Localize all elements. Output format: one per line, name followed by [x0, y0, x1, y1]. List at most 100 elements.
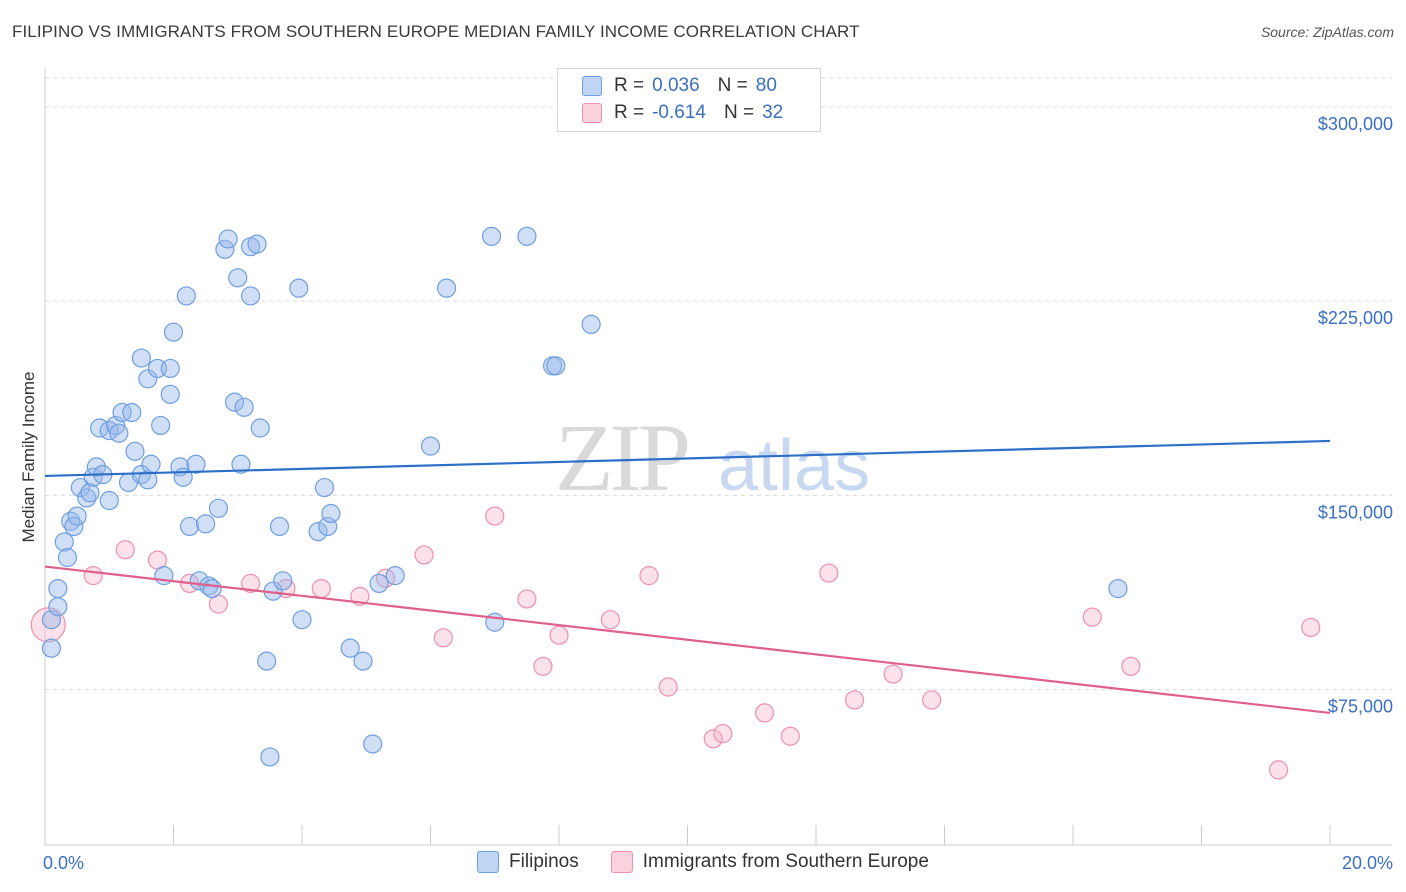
- point-immigrants: [1082, 607, 1102, 627]
- point-immigrants: [485, 506, 505, 526]
- series-filipinos-points: [41, 226, 1128, 767]
- y-tick-label: $300,000: [1318, 114, 1393, 134]
- point-filipinos: [160, 358, 180, 379]
- n-value: 80: [755, 75, 777, 96]
- point-filipinos: [131, 348, 151, 368]
- point-filipinos: [436, 278, 457, 298]
- n-value: 32: [762, 102, 784, 123]
- point-immigrants: [703, 729, 723, 749]
- point-immigrants: [844, 690, 865, 710]
- point-filipinos: [138, 470, 158, 490]
- point-immigrants: [1268, 760, 1289, 780]
- point-filipinos: [160, 384, 180, 404]
- point-immigrants: [533, 656, 553, 676]
- series-immigrants-points: [30, 506, 1321, 780]
- point-filipinos: [57, 547, 78, 568]
- point-filipinos: [163, 322, 184, 342]
- point-filipinos: [228, 268, 248, 288]
- point-filipinos: [314, 477, 335, 498]
- point-immigrants: [83, 566, 103, 586]
- point-filipinos: [289, 278, 309, 298]
- point-filipinos: [99, 490, 119, 511]
- point-filipinos: [186, 454, 206, 474]
- point-filipinos: [70, 477, 90, 498]
- n-label: N =: [723, 102, 755, 123]
- point-immigrants: [241, 573, 261, 594]
- legend-swatch-blue: [582, 76, 602, 96]
- point-filipinos: [581, 314, 601, 335]
- point-immigrants: [549, 625, 569, 645]
- point-filipinos: [64, 516, 84, 537]
- point-filipinos: [67, 506, 87, 526]
- point-filipinos: [241, 286, 261, 306]
- point-immigrants: [1121, 656, 1141, 676]
- point-filipinos: [340, 638, 360, 658]
- point-filipinos: [48, 597, 68, 617]
- point-filipinos: [61, 511, 81, 531]
- r-value: 0.036: [652, 75, 700, 96]
- point-filipinos: [77, 488, 97, 508]
- legend-row-immigrants: R = -0.614 N = 32: [582, 100, 783, 126]
- point-filipinos: [208, 498, 229, 518]
- grid-lines: [45, 77, 1392, 691]
- point-filipinos: [224, 392, 245, 412]
- watermark-zip: ZIP: [555, 404, 688, 511]
- point-immigrants: [517, 589, 537, 609]
- point-filipinos: [260, 747, 280, 767]
- point-filipinos: [546, 356, 566, 376]
- point-filipinos: [151, 415, 171, 436]
- point-filipinos: [273, 571, 293, 591]
- legend-item-filipinos: Filipinos: [477, 851, 579, 873]
- point-immigrants: [780, 726, 800, 746]
- point-filipinos: [109, 423, 129, 443]
- point-filipinos: [80, 483, 100, 503]
- point-filipinos: [231, 454, 251, 474]
- point-filipinos: [385, 566, 405, 586]
- axes: [44, 68, 1392, 846]
- point-immigrants: [819, 563, 839, 583]
- x-tick-label-min: 0.0%: [43, 853, 84, 873]
- point-filipinos: [138, 369, 158, 389]
- y-tick-label: $150,000: [1318, 502, 1393, 522]
- trend-line-filipinos: [44, 439, 1331, 478]
- point-filipinos: [196, 514, 216, 534]
- y-axis-title: Median Family Income: [19, 371, 38, 542]
- watermark: ZIP atlas: [555, 404, 870, 511]
- point-filipinos: [176, 286, 196, 306]
- point-filipinos: [179, 516, 200, 537]
- point-immigrants: [639, 566, 659, 586]
- legend-item-immigrants: Immigrants from Southern Europe: [610, 851, 929, 873]
- axis-labels: $75,000 $150,000 $225,000 $300,000 0.0% 20.0%: [43, 114, 1393, 873]
- point-filipinos: [86, 457, 107, 477]
- point-immigrants: [754, 703, 775, 723]
- point-filipinos: [308, 522, 328, 542]
- point-filipinos: [54, 532, 74, 552]
- trend-lines: [44, 439, 1331, 715]
- r-label: R =: [614, 102, 645, 123]
- point-filipinos: [481, 226, 502, 246]
- point-immigrants: [658, 677, 678, 697]
- legend-label-immigrants: Immigrants from Southern Europe: [642, 851, 929, 872]
- r-label: R =: [614, 75, 645, 96]
- watermark-atlas: atlas: [718, 426, 870, 506]
- point-filipinos: [234, 397, 254, 417]
- point-filipinos: [48, 578, 68, 599]
- point-immigrants: [115, 540, 135, 560]
- series-legend: Filipinos Immigrants from Southern Europ…: [0, 851, 1406, 873]
- n-label: N =: [717, 75, 748, 96]
- point-filipinos: [141, 454, 161, 474]
- point-filipinos: [41, 638, 62, 658]
- point-filipinos: [250, 418, 270, 438]
- point-filipinos: [321, 503, 341, 524]
- point-filipinos: [369, 573, 389, 594]
- point-filipinos: [292, 610, 312, 630]
- correlation-legend: R = 0.036 N = 80 R = -0.614 N = 32: [557, 68, 821, 132]
- point-filipinos: [363, 734, 383, 754]
- point-immigrants: [922, 690, 942, 710]
- point-filipinos: [485, 612, 505, 632]
- point-filipinos: [269, 516, 290, 537]
- chart-title: FILIPINO VS IMMIGRANTS FROM SOUTHERN EUR…: [12, 22, 860, 41]
- legend-swatch-pink: [582, 103, 602, 123]
- point-immigrants: [311, 578, 331, 599]
